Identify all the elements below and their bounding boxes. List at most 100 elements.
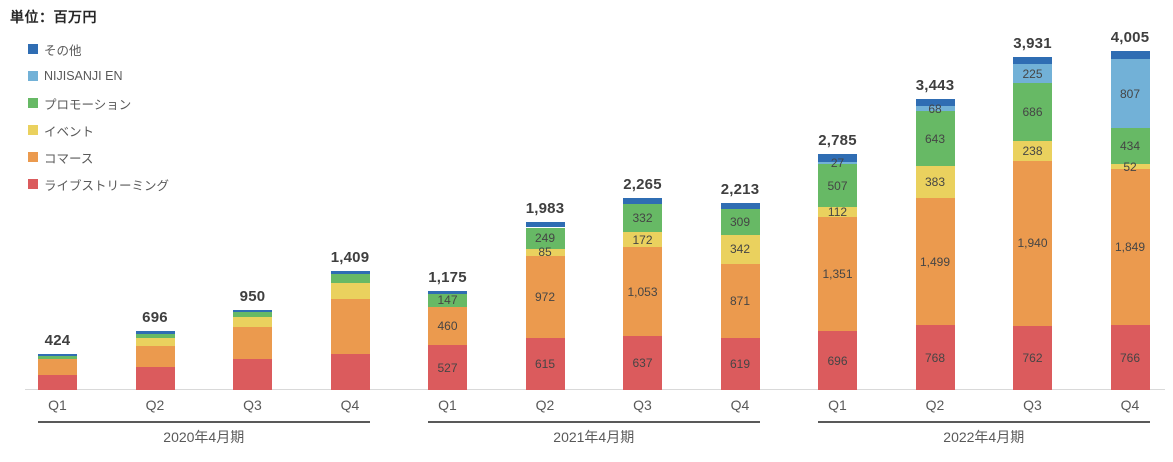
bar-segment-event-bar9: 383: [915, 165, 955, 199]
x-axis-line: [25, 389, 1165, 390]
fiscal-year-label: 2022年4月期: [943, 429, 1025, 445]
bar-segment-commerce-bar0: [38, 359, 77, 375]
bar-total-label: 696: [142, 309, 168, 327]
bar-total-label: 2,785: [818, 132, 857, 150]
segment-value-label: 225: [1022, 66, 1043, 81]
legend-swatch-icon: [28, 125, 38, 135]
bar-segment-promotion-bar2: [233, 312, 272, 318]
bar-segment-other-bar0: [38, 354, 77, 357]
legend-label: コマース: [44, 151, 94, 166]
bar-segment-promotion-bar5: 249: [525, 227, 565, 249]
segment-value-label: 643: [924, 131, 946, 146]
bar-segment-other-bar2: [233, 309, 272, 313]
x-axis-quarter-label: Q3: [633, 397, 652, 413]
segment-value-label: 686: [1022, 105, 1043, 120]
legend-item-commerce: コマース: [28, 150, 94, 166]
bar-segment-other-bar3: [330, 270, 370, 275]
fiscal-year-label: 2020年4月期: [163, 429, 245, 445]
bar-segment-live-streaming-bar7: 619: [720, 337, 760, 390]
x-axis-quarter-label: Q4: [1120, 397, 1140, 413]
bar-segment-event-bar3: [330, 282, 370, 300]
legend-swatch-icon: [28, 71, 38, 81]
bar-total-label: 1,175: [428, 268, 467, 286]
bar-segment-commerce-bar9: 1,499: [915, 198, 955, 326]
x-axis-quarter-label: Q1: [828, 397, 847, 413]
segment-value-label: 460: [437, 318, 458, 333]
x-axis-quarter-label: Q2: [925, 397, 945, 413]
legend-swatch-icon: [28, 152, 38, 162]
legend-item-nijisanji-en: NIJISANJI EN: [28, 69, 123, 83]
bar-segment-event-bar8: 112: [818, 205, 857, 220]
bar-segment-commerce-bar3: [330, 299, 370, 355]
bar-segment-live-streaming-bar11: 766: [1110, 325, 1150, 390]
bar-segment-commerce-bar6: 1,053: [623, 247, 662, 337]
segment-value-label: 434: [1119, 139, 1141, 154]
bar-segment-other-bar5: [525, 222, 565, 228]
segment-value-label: 527: [437, 360, 458, 375]
bar-segment-promotion-bar8: 507: [818, 164, 857, 208]
segment-value-label: 52: [1123, 159, 1137, 174]
x-axis-quarter-label: Q1: [438, 397, 457, 413]
bar-segment-promotion-bar10: 686: [1013, 83, 1052, 142]
segment-value-label: 768: [924, 350, 946, 365]
segment-value-label: 342: [729, 242, 751, 257]
bar-segment-nijisanji-en-bar8: 27: [818, 157, 857, 169]
legend-swatch-icon: [28, 98, 38, 108]
bar-segment-event-bar2: [233, 317, 272, 327]
bar-segment-live-streaming-bar6: 637: [623, 336, 662, 390]
segment-value-label: 112: [827, 205, 848, 220]
bar-segment-nijisanji-en-bar9: 68: [915, 101, 955, 116]
segment-value-label: 507: [827, 178, 848, 193]
segment-value-label: 766: [1119, 350, 1141, 365]
segment-value-label: 383: [924, 175, 946, 190]
bar-total-label: 3,931: [1013, 35, 1052, 53]
x-axis-quarter-label: Q2: [145, 397, 165, 413]
bar-segment-other-bar9: [915, 98, 955, 106]
bar-segment-other-bar11: [1110, 51, 1150, 60]
x-axis-quarter-label: Q4: [340, 397, 360, 413]
legend-item-event: イベント: [28, 123, 94, 139]
bar-segment-other-bar6: [623, 198, 662, 205]
segment-value-label: 238: [1022, 144, 1043, 159]
segment-value-label: 1,499: [919, 254, 951, 269]
bar-segment-promotion-bar6: 332: [623, 204, 662, 233]
x-axis-quarter-label: Q3: [243, 397, 262, 413]
bar-segment-commerce-bar7: 871: [720, 263, 760, 338]
bar-segment-event-bar1: [135, 337, 175, 346]
x-axis-quarter-label: Q2: [535, 397, 555, 413]
legend-item-other: その他: [28, 42, 82, 58]
legend-label: NIJISANJI EN: [44, 69, 123, 83]
x-axis-quarter-label: Q4: [730, 397, 750, 413]
bar-segment-promotion-bar1: [135, 333, 175, 338]
bar-segment-other-bar8: [818, 154, 857, 163]
segment-value-label: 172: [632, 232, 653, 247]
segment-value-label: 619: [729, 356, 751, 371]
bar-segment-nijisanji-en-bar11: 807: [1110, 59, 1150, 128]
legend-swatch-icon: [28, 44, 38, 54]
bar-segment-live-streaming-bar10: 762: [1013, 325, 1052, 390]
fiscal-year-separator-line: [38, 421, 370, 423]
bar-segment-promotion-bar7: 309: [720, 208, 760, 236]
bar-segment-live-streaming-bar9: 768: [915, 325, 955, 390]
segment-value-label: 615: [534, 356, 556, 371]
bar-segment-commerce-bar10: 1,940: [1013, 161, 1052, 326]
legend-item-live-streaming: ライブストリーミング: [28, 177, 169, 193]
bar-segment-live-streaming-bar1: [135, 367, 175, 390]
segment-value-label: 1,053: [627, 284, 658, 299]
bar-total-label: 424: [44, 332, 71, 350]
segment-value-label: 1,940: [1017, 236, 1048, 251]
segment-value-label: 696: [827, 353, 848, 368]
bar-segment-event-bar5: 85: [525, 245, 565, 260]
bar-total-label: 950: [239, 287, 266, 305]
bar-segment-live-streaming-bar0: [38, 374, 77, 390]
bar-segment-live-streaming-bar2: [233, 358, 272, 390]
bar-segment-event-bar7: 342: [720, 235, 760, 264]
segment-value-label: 85: [538, 245, 552, 260]
segment-value-label: 1,351: [822, 266, 853, 281]
bar-segment-live-streaming-bar4: 527: [428, 345, 467, 390]
segment-value-label: 68: [928, 101, 942, 116]
segment-value-label: 972: [534, 289, 556, 304]
legend-label: プロモーション: [44, 97, 132, 112]
x-axis-quarter-label: Q1: [48, 397, 67, 413]
legend-item-promotion: プロモーション: [28, 96, 132, 112]
